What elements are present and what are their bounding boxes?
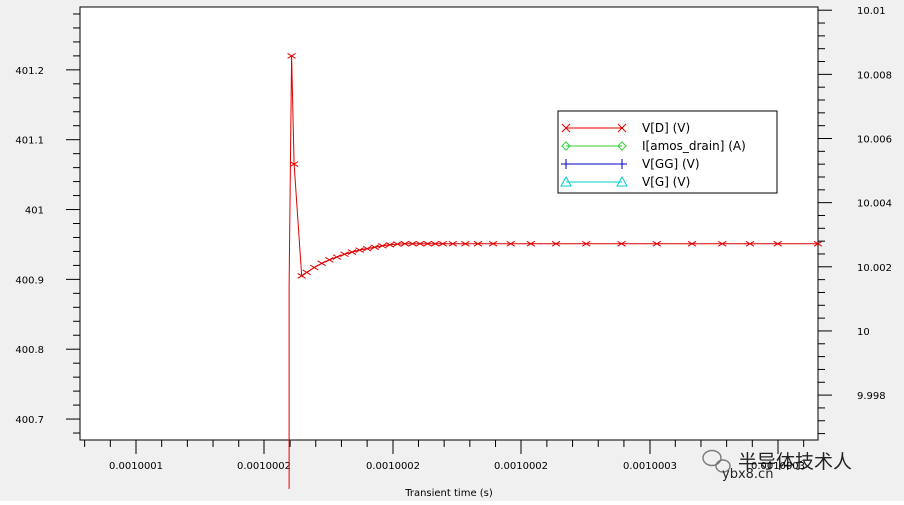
series-vd-point [400,240,410,247]
legend-entry: V[D] (V) [561,121,690,135]
legend-label: V[GG] (V) [642,157,700,171]
series-vd-point [317,260,327,267]
x-tick-label: 0.0010002 [494,461,548,472]
series-vd-point [773,240,782,247]
legend-label: V[D] (V) [642,121,690,135]
series-vd-point [448,240,458,247]
legend-entry: V[GG] (V) [561,157,700,171]
legend-entry: V[G] (V) [560,175,690,189]
legend-box [557,110,778,194]
series-vd-point [617,240,626,247]
series-vd-point [718,240,727,247]
y-right-tick-label: 9.998 [857,391,886,402]
series-vd-point [332,254,342,260]
axes: 400.7 400.8 400.9 401 401.1 401.2 9.998 10 10.00… [15,6,892,472]
series-vd-point [652,240,662,247]
series-vd-point [551,240,561,247]
y-left-tick-label: 401.2 [15,66,44,77]
series-vd-point [526,240,536,247]
x-tick-label: 0.0010002 [366,461,420,472]
plot-area [79,6,819,441]
series-vd-point [415,240,425,247]
y-right-tick-label: 10.006 [857,135,892,146]
series-vd-point [408,240,417,247]
series-vd-point [813,240,823,247]
series-vd-point [461,240,470,247]
x-tick-label: 0.0010002 [237,461,291,472]
y-right-tick-label: 10.01 [857,6,886,17]
series-vd-point [385,241,395,248]
series-vd-point [582,240,591,247]
series-vd-point [687,240,697,247]
series-vd-point [438,240,447,247]
series-vd-point [473,240,483,247]
series-vd-point [289,161,299,167]
y-left-tick-label: 400.7 [15,415,44,426]
series-vd-point [423,240,432,247]
watermark: 半导体技术人 ybx8.cn [702,449,852,482]
series-vd-point [302,269,311,276]
watermark-title: 半导体技术人 [738,451,852,473]
y-right-tick-label: 10.008 [857,70,892,81]
y-left-tick-label: 400.9 [15,275,44,286]
legend-marker-triangle [616,175,628,187]
series-vd-point [309,264,319,271]
legend-marker-triangle [560,175,572,187]
series-vd-point [287,53,296,59]
series-vd-point [340,251,349,258]
legend-marker-diamond [561,141,571,151]
legend-entry: I[amos_drain] (A) [561,139,746,153]
series-layer [287,53,823,489]
legend-marker-diamond [617,141,627,151]
series-vd-point [488,240,498,247]
series-vd-point [362,245,372,252]
wechat-icon [702,449,731,473]
y-left-tick-label: 401 [25,206,44,217]
x-axis-title: Transient time (s) [404,488,493,499]
x-tick-label: 0.0010001 [109,461,163,472]
legend-label: V[G] (V) [642,175,690,189]
y-right-tick-label: 10.004 [857,199,892,210]
legend-label: I[amos_drain] (A) [642,139,746,153]
series-vd-point [355,247,364,253]
y-left-tick-label: 401.1 [15,136,44,147]
series-vd-point [370,244,379,251]
watermark-site: ybx8.cn [722,467,773,482]
x-tick-label: 0.0010003 [623,461,677,472]
y-right-tick-label: 10.002 [857,263,892,274]
y-right-tick-label: 10 [857,327,870,338]
legend-marker-x [561,123,571,133]
x-tick-label: 0.0010003 [751,461,805,472]
series-vd-point [325,256,334,263]
y-left-tick-label: 400.8 [15,345,44,356]
series-vd-point [745,240,755,247]
series-vd-point [393,241,402,247]
series-vd-point [347,249,357,255]
legend: V[D] (V) I[amos_drain] (A) V[GG] (V) V[G] (… [557,110,778,194]
series-vd-point [377,243,387,249]
series-vd-point [430,240,440,247]
legend-marker-x [617,123,627,133]
series-vd-point [506,240,515,247]
